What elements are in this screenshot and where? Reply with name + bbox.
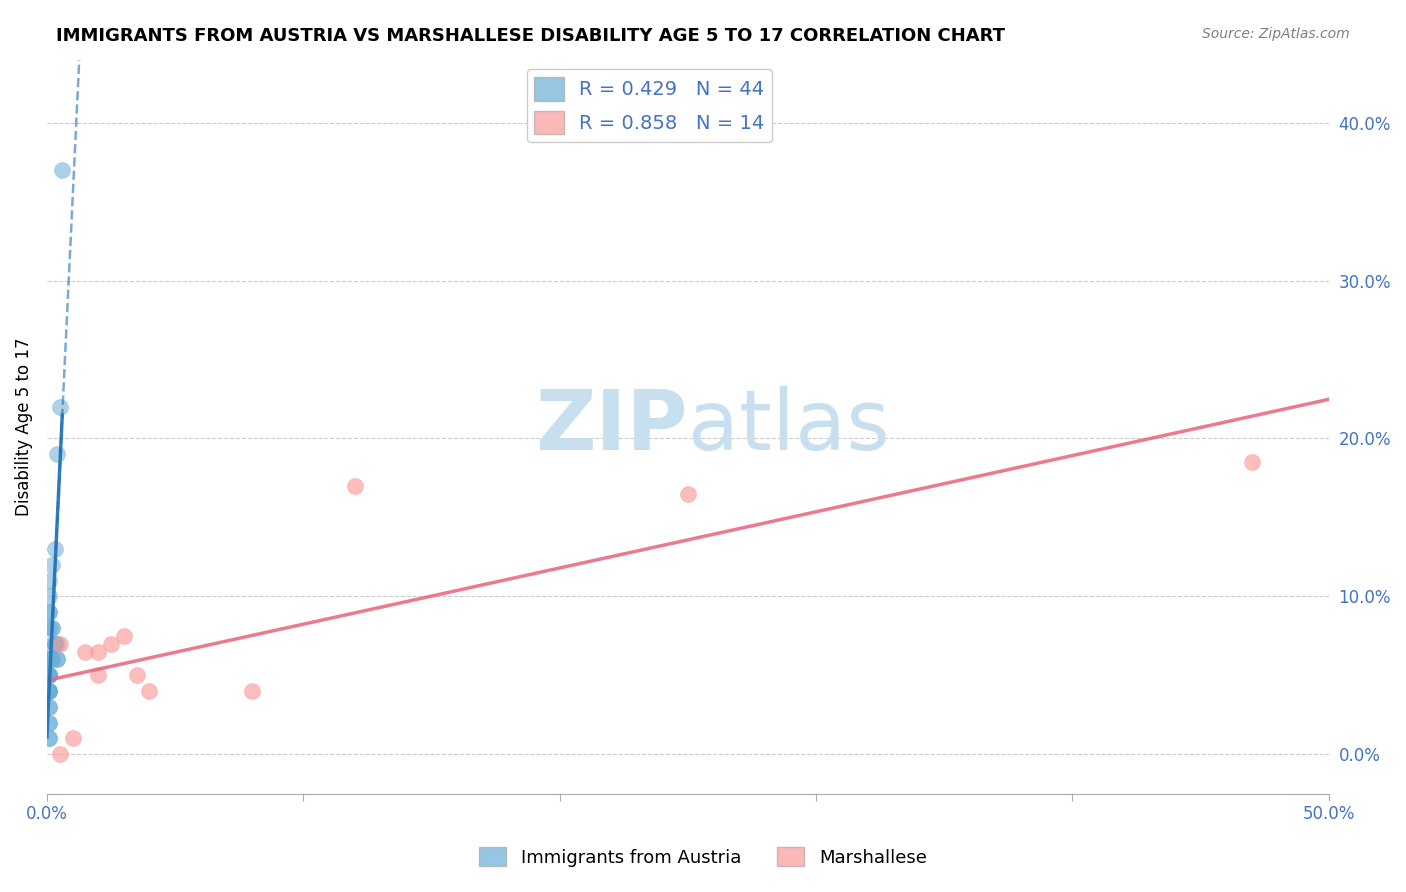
Point — [138, 684, 160, 698]
Point — [46, 637, 69, 651]
Text: ZIP: ZIP — [536, 386, 688, 467]
Point — [51, 163, 73, 178]
Point — [38, 668, 60, 682]
Point — [38, 574, 60, 588]
Text: Source: ZipAtlas.com: Source: ZipAtlas.com — [1202, 27, 1350, 41]
Point — [38, 652, 60, 666]
Y-axis label: Disability Age 5 to 17: Disability Age 5 to 17 — [15, 337, 32, 516]
Text: IMMIGRANTS FROM AUSTRIA VS MARSHALLESE DISABILITY AGE 5 TO 17 CORRELATION CHART: IMMIGRANTS FROM AUSTRIA VS MARSHALLESE D… — [56, 27, 1005, 45]
Point — [41, 637, 63, 651]
Point — [41, 621, 63, 635]
Point — [38, 699, 60, 714]
Point — [38, 715, 60, 730]
Point — [38, 684, 60, 698]
Point — [48, 747, 70, 762]
Point — [112, 629, 135, 643]
Point — [676, 487, 699, 501]
Point — [38, 652, 60, 666]
Point — [38, 668, 60, 682]
Point — [125, 668, 148, 682]
Point — [38, 731, 60, 746]
Point — [44, 637, 66, 651]
Point — [48, 637, 70, 651]
Point — [38, 684, 60, 698]
Point — [38, 699, 60, 714]
Point — [44, 637, 66, 651]
Point — [38, 668, 60, 682]
Point — [41, 621, 63, 635]
Point — [44, 637, 66, 651]
Point — [38, 684, 60, 698]
Point — [41, 558, 63, 572]
Point — [100, 637, 122, 651]
Point — [38, 731, 60, 746]
Point — [38, 684, 60, 698]
Point — [38, 590, 60, 604]
Point — [38, 652, 60, 666]
Point — [38, 668, 60, 682]
Point — [38, 605, 60, 619]
Point — [87, 644, 110, 658]
Point — [44, 637, 66, 651]
Point — [240, 684, 263, 698]
Point — [46, 652, 69, 666]
Point — [38, 652, 60, 666]
Point — [38, 668, 60, 682]
Point — [1240, 455, 1263, 469]
Point — [62, 731, 84, 746]
Point — [38, 684, 60, 698]
Text: atlas: atlas — [688, 386, 890, 467]
Legend: Immigrants from Austria, Marshallese: Immigrants from Austria, Marshallese — [472, 840, 934, 874]
Point — [46, 652, 69, 666]
Point — [38, 668, 60, 682]
Point — [44, 541, 66, 556]
Point — [87, 668, 110, 682]
Point — [41, 652, 63, 666]
Legend: R = 0.429   N = 44, R = 0.858   N = 14: R = 0.429 N = 44, R = 0.858 N = 14 — [527, 70, 772, 142]
Point — [46, 447, 69, 461]
Point — [38, 715, 60, 730]
Point — [75, 644, 97, 658]
Point — [38, 605, 60, 619]
Point — [48, 400, 70, 414]
Point — [38, 668, 60, 682]
Point — [343, 479, 366, 493]
Point — [41, 652, 63, 666]
Point — [38, 621, 60, 635]
